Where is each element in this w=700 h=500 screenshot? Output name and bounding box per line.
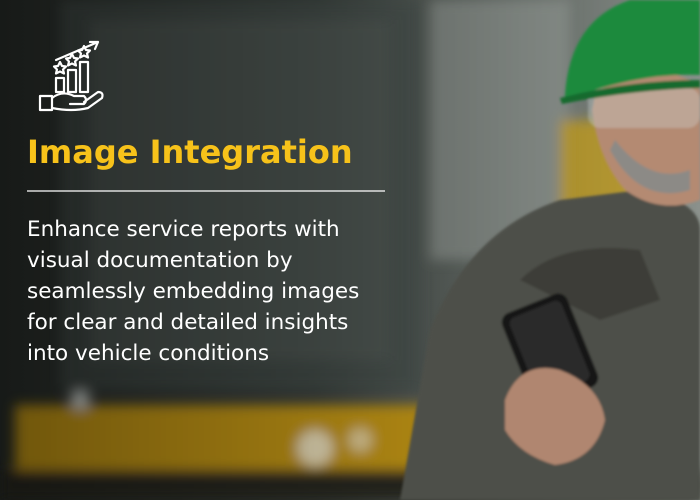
description-line: into vehicle conditions (27, 341, 269, 366)
worker (400, 0, 700, 500)
description-line: Enhance service reports with (27, 217, 340, 242)
description: Enhance service reports with visual docum… (27, 217, 359, 366)
description-line: for clear and detailed insights (27, 310, 348, 335)
description-line: visual documentation by (27, 248, 293, 273)
title: Image Integration (27, 133, 353, 171)
rating-icon (38, 40, 104, 112)
description-line: seamlessly embedding images (27, 279, 359, 304)
